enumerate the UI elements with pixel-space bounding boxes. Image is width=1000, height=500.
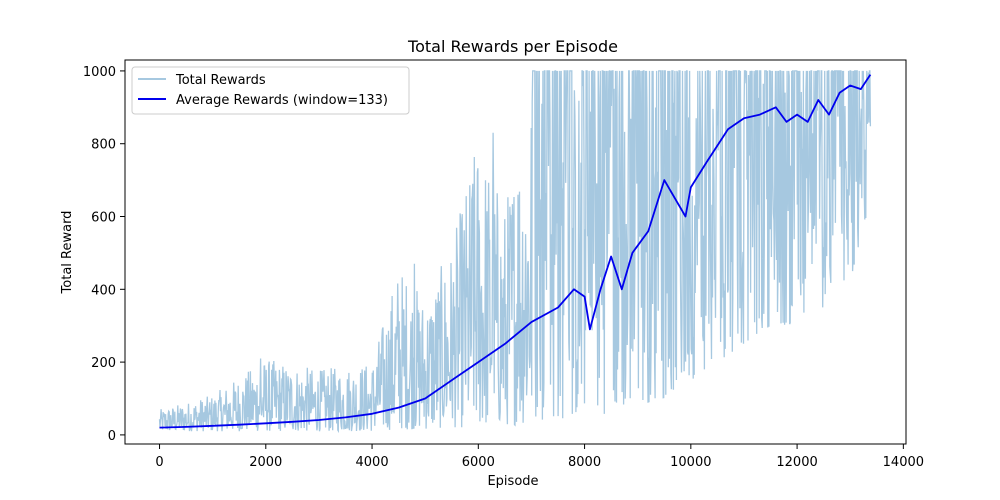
x-tick-label: 14000 (883, 455, 924, 470)
series-line-average-rewards (159, 74, 872, 429)
legend: Total Rewards Average Rewards (window=13… (131, 66, 410, 115)
y-axis: 0 200 400 600 800 1000 (83, 65, 125, 444)
y-tick-label: 0 (108, 429, 116, 444)
x-tick-label: 6000 (462, 455, 495, 470)
x-tick-label: 8000 (568, 455, 601, 470)
plot-frame (124, 59, 907, 445)
legend-box (131, 66, 410, 115)
plot-area (158, 70, 872, 434)
x-axis-label: Episode (487, 474, 538, 489)
chart-title: Total Rewards per Episode (407, 37, 618, 56)
x-tick-label: 4000 (356, 455, 389, 470)
x-tick-label: 10000 (670, 455, 711, 470)
legend-label-average-rewards: Average Rewards (window=133) (176, 93, 388, 108)
x-tick-label: 2000 (249, 455, 282, 470)
y-tick-label: 1000 (83, 65, 116, 80)
y-tick-label: 600 (91, 211, 116, 226)
x-axis: 0 2000 4000 6000 8000 10000 12000 14000 (155, 444, 924, 470)
y-tick-label: 400 (91, 283, 116, 298)
x-tick-label: 12000 (776, 455, 817, 470)
series-line-total-rewards (158, 70, 872, 434)
y-tick-label: 200 (91, 356, 116, 371)
legend-label-total-rewards: Total Rewards (175, 73, 266, 88)
y-tick-label: 800 (91, 138, 116, 153)
x-tick-label: 0 (155, 455, 163, 470)
y-axis-label: Total Reward (60, 211, 75, 295)
